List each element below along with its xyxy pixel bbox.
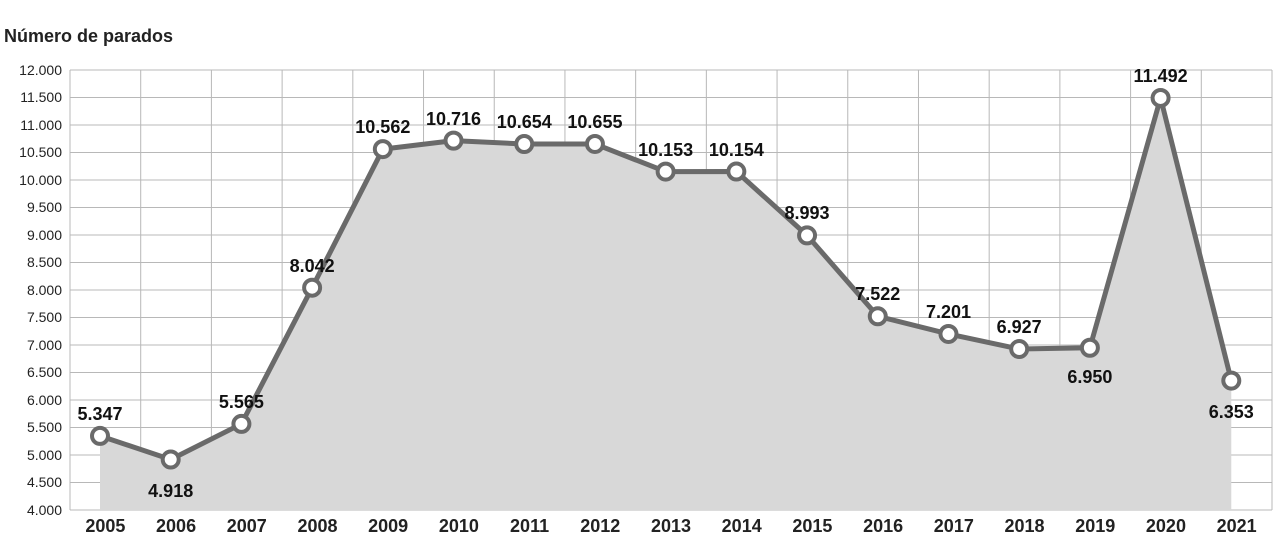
value-label: 7.201 <box>908 302 988 323</box>
value-label: 5.347 <box>60 404 140 425</box>
value-label: 5.565 <box>201 392 281 413</box>
x-tick-label: 2011 <box>494 516 565 537</box>
y-tick-label: 7.000 <box>0 337 62 353</box>
x-tick-label: 2013 <box>636 516 707 537</box>
value-label: 4.918 <box>131 481 211 502</box>
x-tick-label: 2015 <box>777 516 848 537</box>
y-tick-label: 9.000 <box>0 227 62 243</box>
x-tick-label: 2020 <box>1131 516 1202 537</box>
value-label: 8.993 <box>767 203 847 224</box>
value-label: 10.153 <box>626 140 706 161</box>
y-tick-label: 4.500 <box>0 474 62 490</box>
y-tick-label: 10.500 <box>0 144 62 160</box>
x-tick-label: 2005 <box>70 516 141 537</box>
value-label: 11.492 <box>1121 66 1201 87</box>
x-tick-label: 2014 <box>706 516 777 537</box>
value-label: 7.522 <box>838 284 918 305</box>
y-tick-label: 11.500 <box>0 89 62 105</box>
x-tick-label: 2018 <box>989 516 1060 537</box>
x-tick-label: 2017 <box>918 516 989 537</box>
value-label: 10.562 <box>343 117 423 138</box>
value-label: 6.950 <box>1050 367 1130 388</box>
y-tick-label: 11.000 <box>0 117 62 133</box>
unemployment-chart <box>0 0 1280 548</box>
x-tick-label: 2006 <box>141 516 212 537</box>
y-tick-label: 10.000 <box>0 172 62 188</box>
y-tick-label: 12.000 <box>0 62 62 78</box>
x-tick-label: 2016 <box>848 516 919 537</box>
x-tick-label: 2021 <box>1201 516 1272 537</box>
y-tick-label: 8.500 <box>0 254 62 270</box>
y-tick-label: 6.000 <box>0 392 62 408</box>
value-label: 10.655 <box>555 112 635 133</box>
value-label: 6.927 <box>979 317 1059 338</box>
y-tick-label: 9.500 <box>0 199 62 215</box>
y-tick-label: 6.500 <box>0 364 62 380</box>
y-tick-label: 4.000 <box>0 502 62 518</box>
value-label: 10.154 <box>696 140 776 161</box>
value-label: 10.716 <box>414 109 494 130</box>
x-tick-label: 2019 <box>1060 516 1131 537</box>
x-tick-label: 2007 <box>211 516 282 537</box>
x-tick-label: 2008 <box>282 516 353 537</box>
x-tick-label: 2012 <box>565 516 636 537</box>
x-tick-label: 2009 <box>353 516 424 537</box>
x-tick-label: 2010 <box>424 516 495 537</box>
y-tick-label: 5.500 <box>0 419 62 435</box>
chart-title: Número de parados <box>4 26 173 47</box>
y-tick-label: 8.000 <box>0 282 62 298</box>
value-label: 10.654 <box>484 112 564 133</box>
value-label: 8.042 <box>272 256 352 277</box>
value-label: 6.353 <box>1191 402 1271 423</box>
y-tick-label: 7.500 <box>0 309 62 325</box>
y-tick-label: 5.000 <box>0 447 62 463</box>
